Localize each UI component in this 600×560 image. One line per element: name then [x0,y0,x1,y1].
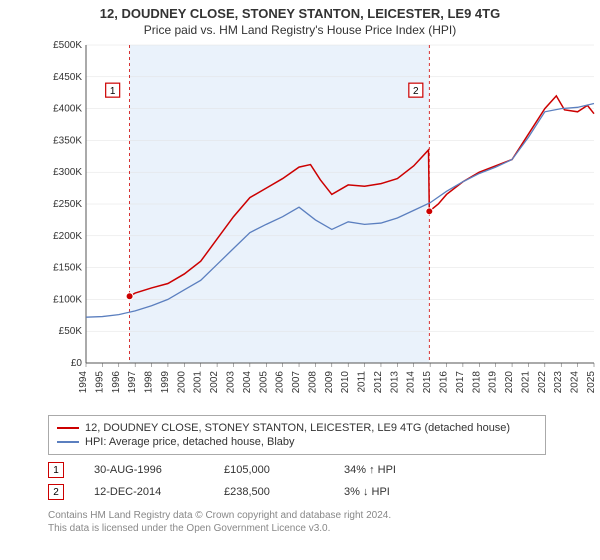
x-tick-label: 2011 [357,371,368,393]
x-tick-label: 2012 [373,371,384,394]
x-tick-label: 2018 [471,371,482,394]
x-tick-label: 2019 [488,371,499,394]
y-tick-label: £350K [53,135,82,146]
transaction-delta: 3% ↓ HPI [344,486,434,498]
x-tick-label: 2015 [422,371,433,394]
x-tick-label: 2002 [209,371,220,394]
legend-label: 12, DOUDNEY CLOSE, STONEY STANTON, LEICE… [85,422,510,434]
y-tick-label: £250K [53,199,82,210]
y-tick-label: £400K [53,104,82,115]
marker-dot [126,293,133,300]
x-tick-label: 1994 [78,371,89,394]
transaction-price: £238,500 [224,486,314,498]
x-tick-label: 2009 [324,371,335,394]
attribution-footer: Contains HM Land Registry data © Crown c… [48,509,590,535]
transaction-date: 30-AUG-1996 [94,464,194,476]
transaction-marker: 1 [48,462,64,478]
legend: 12, DOUDNEY CLOSE, STONEY STANTON, LEICE… [48,415,546,455]
x-tick-label: 1997 [127,371,138,394]
x-tick-label: 2003 [225,371,236,394]
y-tick-label: £0 [71,358,83,369]
x-tick-label: 2004 [242,371,253,394]
x-tick-label: 2025 [586,371,597,394]
chart-titles: 12, DOUDNEY CLOSE, STONEY STANTON, LEICE… [0,0,600,39]
x-tick-label: 2010 [340,371,351,394]
transaction-date: 12-DEC-2014 [94,486,194,498]
x-tick-label: 2005 [258,371,269,394]
x-tick-label: 2024 [570,371,581,394]
x-tick-label: 2000 [176,371,187,394]
x-tick-label: 2017 [455,371,466,394]
transaction-price: £105,000 [224,464,314,476]
transaction-row: 1 30-AUG-1996 £105,000 34% ↑ HPI [48,459,528,481]
x-tick-label: 2021 [520,371,531,394]
footer-line: This data is licensed under the Open Gov… [48,522,590,535]
transactions-table: 1 30-AUG-1996 £105,000 34% ↑ HPI 2 12-DEC-201… [48,459,528,503]
legend-item: 12, DOUDNEY CLOSE, STONEY STANTON, LEICE… [57,422,537,434]
footer-line: Contains HM Land Registry data © Crown c… [48,509,590,522]
x-tick-label: 2013 [389,371,400,394]
x-tick-label: 2023 [553,371,564,394]
legend-label: HPI: Average price, detached house, Blab… [85,436,295,448]
x-tick-label: 2020 [504,371,515,394]
legend-swatch [57,441,79,443]
legend-swatch [57,427,79,429]
x-tick-label: 2014 [406,371,417,394]
chart-title: 12, DOUDNEY CLOSE, STONEY STANTON, LEICE… [0,6,600,21]
x-tick-label: 2001 [193,371,204,394]
chart-subtitle: Price paid vs. HM Land Registry's House … [0,23,600,37]
y-tick-label: £50K [59,326,83,337]
chart-area: £0 £50K £100K £150K £200K £250K £300K £350K £400… [40,39,600,409]
x-tick-label: 1998 [144,371,155,394]
legend-item: HPI: Average price, detached house, Blab… [57,436,537,448]
y-tick-label: £300K [53,167,82,178]
y-tick-label: £100K [53,294,82,305]
line-chart: £0 £50K £100K £150K £200K £250K £300K £350K £400… [40,39,600,409]
marker-dot [426,208,433,215]
x-tick-label: 2006 [275,371,286,394]
transaction-row: 2 12-DEC-2014 £238,500 3% ↓ HPI [48,481,528,503]
transaction-marker: 2 [48,484,64,500]
x-tick-label: 1995 [94,371,105,394]
y-tick-label: £150K [53,263,82,274]
marker-label: 2 [413,86,419,97]
transaction-delta: 34% ↑ HPI [344,464,434,476]
y-tick-label: £450K [53,72,82,83]
x-tick-label: 2008 [307,371,318,394]
x-tick-label: 2007 [291,371,302,394]
marker-label: 1 [110,86,116,97]
x-tick-label: 1996 [111,371,122,394]
y-tick-label: £500K [53,40,82,51]
x-tick-label: 1999 [160,371,171,394]
x-tick-label: 2016 [439,371,450,394]
x-tick-label: 2022 [537,371,548,394]
y-tick-label: £200K [53,231,82,242]
